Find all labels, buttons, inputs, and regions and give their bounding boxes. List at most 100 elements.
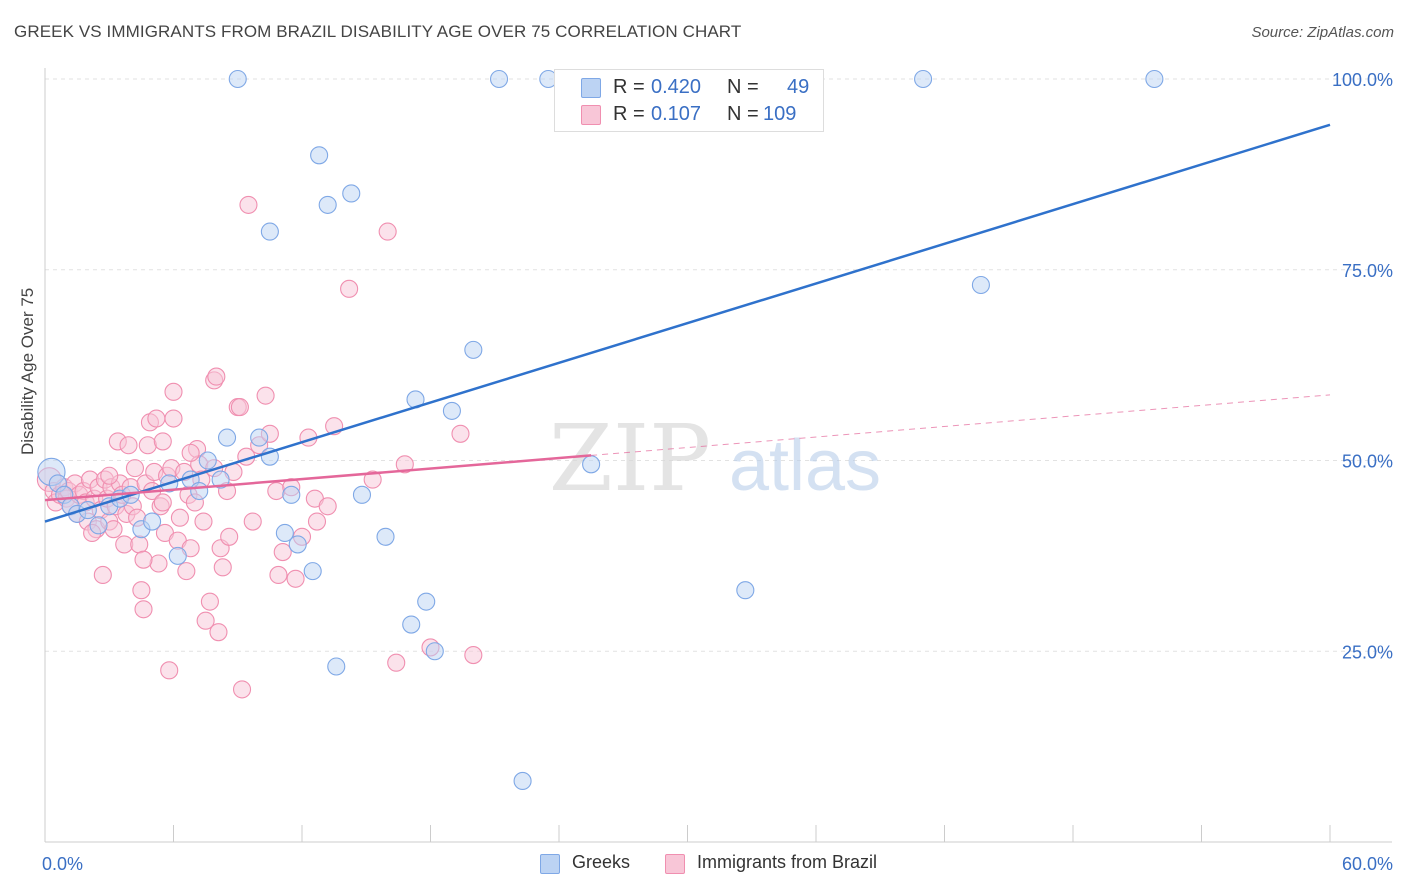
greeks-point: [190, 481, 209, 501]
legend-row-greeks: R = 0.420 N = 49: [555, 74, 823, 100]
greeks-legend-swatch: [540, 854, 560, 874]
greeks-swatch: [581, 78, 601, 98]
greeks-point: [168, 546, 187, 565]
axes: [44, 68, 1392, 843]
brazil-point: [387, 653, 406, 672]
greeks-point: [143, 512, 162, 531]
brazil-point: [153, 432, 172, 451]
greeks-point: [89, 516, 108, 535]
greeks-point: [303, 562, 322, 581]
brazil-point: [164, 382, 183, 401]
greeks-point: [288, 535, 307, 554]
y-tick-label-100: 100.0%: [1332, 70, 1393, 90]
y-tick-label-50: 50.0%: [1342, 452, 1393, 472]
brazil-point: [138, 436, 157, 455]
x-tick-label-start: 0.0%: [42, 854, 83, 874]
brazil-point: [395, 455, 414, 474]
brazil-point: [134, 600, 153, 619]
greeks-r-label: R =: [613, 76, 645, 98]
brazil-point: [267, 481, 286, 501]
brazil-point: [378, 222, 397, 241]
brazil-point: [340, 279, 359, 298]
brazil-point: [149, 554, 168, 573]
watermark-atlas: atlas: [729, 426, 881, 506]
brazil-point: [209, 623, 228, 642]
greeks-point: [352, 485, 372, 504]
greeks-point: [513, 771, 532, 791]
greeks-trend-line: [44, 123, 1331, 523]
brazil-point: [93, 565, 112, 585]
greeks-legend-label: Greeks: [572, 852, 631, 872]
brazil-point: [286, 569, 305, 588]
greeks-point: [417, 592, 436, 611]
source-label: Source: ZipAtlas.com: [1251, 24, 1394, 41]
brazil-point: [181, 443, 200, 462]
brazil-point: [243, 512, 262, 531]
greeks-point: [310, 146, 329, 165]
greeks-point: [582, 455, 601, 474]
greeks-point: [1145, 69, 1164, 89]
greeks-point: [327, 657, 346, 676]
brazil-point: [363, 470, 382, 489]
brazil-point: [104, 520, 123, 539]
brazil-point: [318, 497, 337, 516]
brazil-point: [230, 398, 249, 417]
y-tick-label-75: 75.0%: [1342, 261, 1393, 281]
greeks-n-label: N =: [727, 76, 759, 98]
brazil-point: [160, 661, 179, 680]
greeks-n-value: 49: [787, 76, 810, 98]
tick-labels: 25.0% 50.0% 75.0% 100.0% 0.0% 60.0%: [42, 70, 1393, 874]
brazil-point: [100, 466, 119, 485]
brazil-point: [196, 611, 215, 630]
brazil-trend-line: [44, 454, 592, 502]
greeks-point: [376, 527, 395, 546]
legend-row-brazil: R = 0.107 N = 109: [555, 101, 823, 127]
watermark-zip: ZIP: [549, 405, 711, 512]
brazil-n-value: 109: [763, 103, 797, 125]
greeks-point: [971, 275, 990, 295]
brazil-trend-extension: [591, 394, 1331, 456]
brazil-point: [464, 646, 483, 665]
brazil-point: [239, 195, 258, 214]
greeks-point: [198, 451, 217, 470]
y-axis-label: Disability Age Over 75: [18, 287, 37, 455]
greeks-point: [260, 222, 279, 241]
brazil-legend-swatch: [665, 854, 685, 874]
greeks-point: [402, 615, 421, 634]
greeks-point: [275, 523, 294, 543]
greeks-point: [736, 581, 755, 600]
bottom-legend: Greeks Immigrants from Brazil: [0, 852, 1406, 876]
greeks-point: [914, 69, 933, 89]
greeks-point: [211, 470, 230, 489]
brazil-point: [130, 535, 149, 554]
brazil-point: [256, 386, 275, 405]
greeks-point: [425, 642, 444, 661]
greeks-point: [464, 340, 483, 359]
brazil-point: [177, 562, 196, 581]
brazil-points: [36, 195, 483, 699]
brazil-point: [194, 512, 213, 531]
greeks-point: [228, 69, 247, 89]
brazil-point: [200, 592, 219, 611]
greeks-point: [282, 485, 301, 504]
brazil-point: [213, 558, 232, 577]
brazil-point: [269, 565, 288, 585]
chart-title: GREEK VS IMMIGRANTS FROM BRAZIL DISABILI…: [14, 22, 742, 41]
brazil-point: [307, 512, 327, 531]
y-tick-label-25: 25.0%: [1342, 642, 1393, 662]
brazil-swatch: [581, 105, 601, 125]
greeks-point: [442, 401, 461, 420]
brazil-point: [125, 459, 144, 478]
brazil-point: [232, 680, 252, 699]
brazil-point: [164, 409, 183, 428]
brazil-point: [170, 508, 189, 527]
watermark: ZIP atlas: [549, 405, 881, 512]
stats-legend: R = 0.420 N = 49 R = 0.107 N = 109: [554, 69, 824, 132]
brazil-n-label: N =: [727, 103, 759, 125]
brazil-point: [132, 581, 151, 600]
brazil-point: [153, 493, 172, 512]
gridlines: [45, 78, 1392, 652]
greeks-point: [250, 428, 269, 447]
brazil-point: [147, 409, 166, 428]
